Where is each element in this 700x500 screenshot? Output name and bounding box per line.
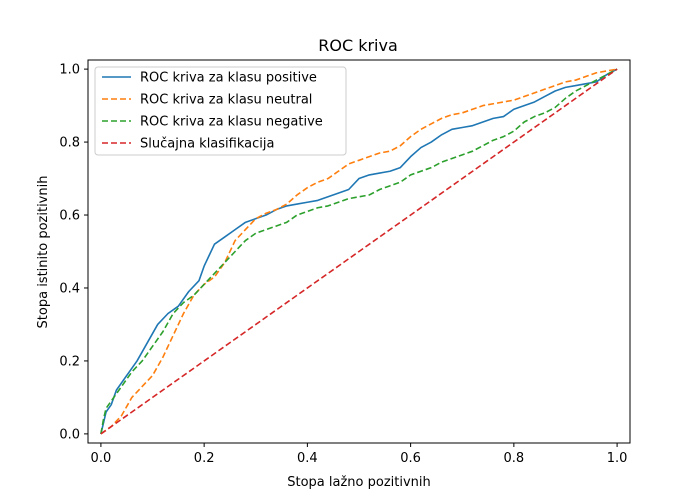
x-tick-label: 1.0 <box>607 451 628 466</box>
chart-title: ROC kriva <box>318 36 398 55</box>
legend: ROC kriva za klasu positive ROC kriva za … <box>94 66 347 156</box>
y-axis-label: Stopa istinito pozitivnih <box>36 176 51 329</box>
legend-label-3: Slučajna klasifikacija <box>140 137 274 152</box>
legend-label-0: ROC kriva za klasu positive <box>140 71 317 86</box>
legend-label-1: ROC kriva za klasu neutral <box>140 93 312 108</box>
y-tick-label: 0.2 <box>59 354 80 369</box>
series-line-0 <box>100 68 618 435</box>
series-line-3 <box>100 68 618 435</box>
legend-box <box>94 66 347 156</box>
y-tick-label: 0.6 <box>59 209 80 224</box>
x-tick-label: 0.8 <box>504 451 525 466</box>
x-tick-label: 0.4 <box>297 451 318 466</box>
y-tick-label: 0.8 <box>59 136 80 151</box>
x-axis-label: Stopa lažno pozitivnih <box>287 475 431 490</box>
legend-label-2: ROC kriva za klasu negative <box>140 115 323 130</box>
y-tick-label: 1.0 <box>59 63 80 78</box>
x-tick-label: 0.6 <box>400 451 421 466</box>
series-layer <box>100 68 618 435</box>
y-tick-label: 0.4 <box>59 281 80 296</box>
series-line-1 <box>100 68 618 435</box>
series-line-2 <box>100 68 618 435</box>
y-tick-label: 0.0 <box>59 427 80 442</box>
plot-frame <box>87 59 631 444</box>
ticks-layer: 0.0 0.2 0.4 0.6 0.8 1.0 0.0 0.2 0.4 0.6 0.8 1.0 <box>59 63 627 466</box>
x-tick-label: 0.2 <box>194 451 215 466</box>
x-tick-label: 0.0 <box>91 451 112 466</box>
